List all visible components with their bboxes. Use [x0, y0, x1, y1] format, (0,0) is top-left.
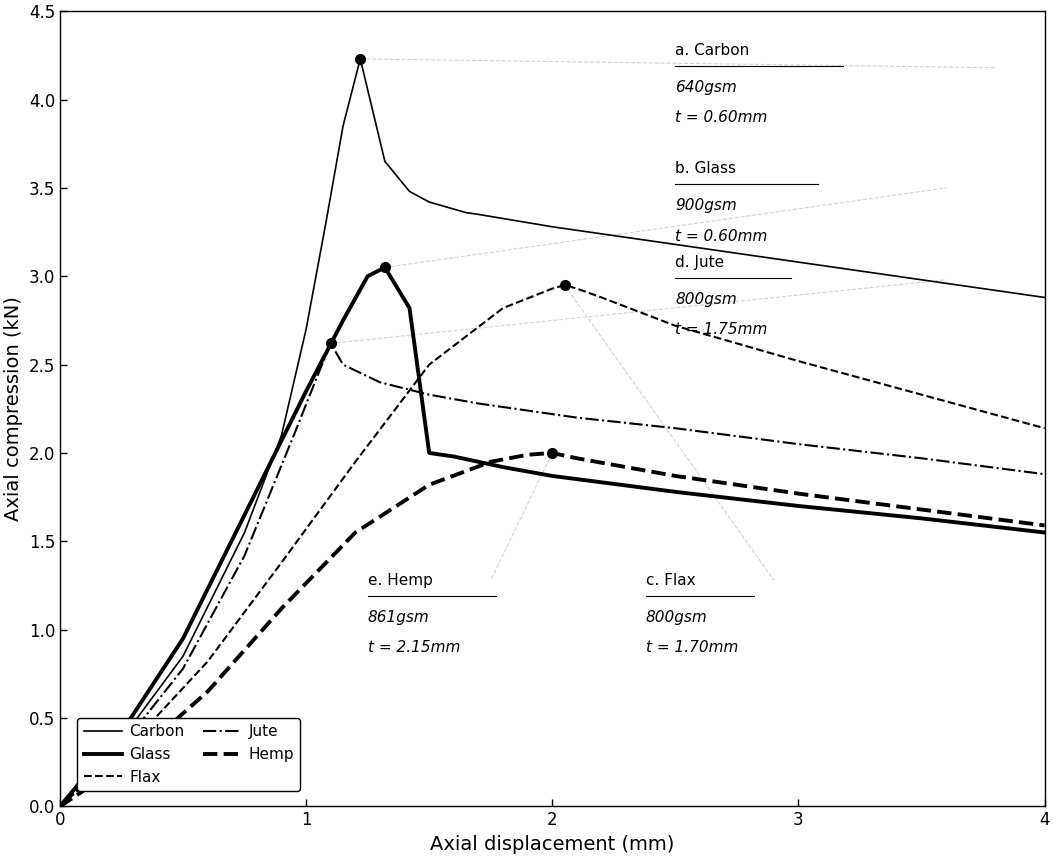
Text: 800gsm: 800gsm	[646, 610, 707, 625]
X-axis label: Axial displacement (mm): Axial displacement (mm)	[430, 835, 675, 854]
Legend: Carbon, Glass, Flax, Jute, Hemp: Carbon, Glass, Flax, Jute, Hemp	[77, 718, 300, 791]
Y-axis label: Axial compression (kN): Axial compression (kN)	[4, 296, 23, 521]
Text: t = 2.15mm: t = 2.15mm	[368, 640, 460, 656]
Text: 640gsm: 640gsm	[676, 80, 737, 95]
Text: t = 1.70mm: t = 1.70mm	[646, 640, 738, 656]
Text: e. Hemp: e. Hemp	[368, 573, 432, 588]
Text: d. Jute: d. Jute	[676, 255, 724, 270]
Text: 861gsm: 861gsm	[368, 610, 429, 625]
Text: t = 0.60mm: t = 0.60mm	[676, 110, 767, 125]
Text: c. Flax: c. Flax	[646, 573, 696, 588]
Text: t = 0.60mm: t = 0.60mm	[676, 228, 767, 244]
Text: t = 1.75mm: t = 1.75mm	[676, 323, 767, 337]
Text: b. Glass: b. Glass	[676, 161, 737, 177]
Text: 900gsm: 900gsm	[676, 198, 737, 214]
Text: a. Carbon: a. Carbon	[676, 43, 749, 58]
Text: 800gsm: 800gsm	[676, 293, 737, 307]
